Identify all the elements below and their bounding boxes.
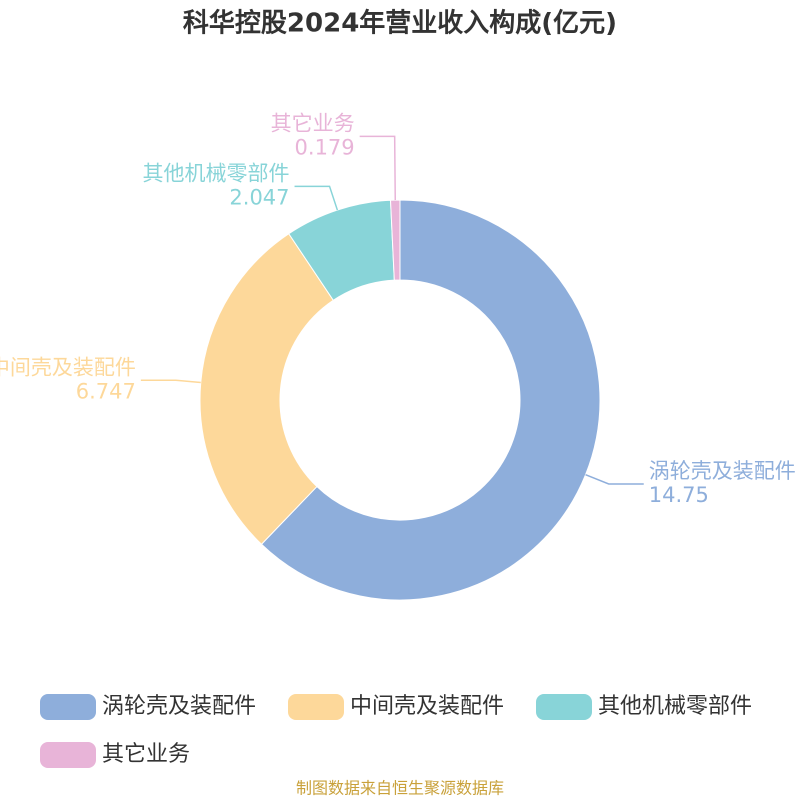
legend-swatch: [536, 694, 592, 720]
leader-line: [140, 379, 201, 384]
slice-label: 中间壳及装配件: [0, 355, 136, 379]
leader-line: [585, 473, 644, 485]
donut-slice: [389, 199, 401, 281]
legend-label: 中间壳及装配件: [350, 694, 504, 719]
legend-label: 其它业务: [102, 742, 190, 767]
leader-line: [359, 135, 397, 201]
leader-line: [294, 185, 339, 211]
donut-slice: [199, 233, 334, 545]
legend-label: 其他机械零部件: [598, 694, 752, 719]
value-label: 14.75: [649, 483, 709, 507]
legend-label: 涡轮壳及装配件: [102, 694, 256, 719]
donut-slice: [260, 199, 601, 601]
legend-swatch: [40, 742, 96, 768]
value-label: 2.047: [229, 185, 289, 209]
legend-swatch: [288, 694, 344, 720]
chart-title: 科华控股2024年营业收入构成(亿元): [183, 8, 617, 39]
slice-label: 涡轮壳及装配件: [649, 459, 796, 483]
source-note: 制图数据来自恒生聚源数据库: [296, 779, 504, 798]
legend-swatch: [40, 694, 96, 720]
slice-label: 其它业务: [271, 111, 355, 135]
value-label: 6.747: [76, 379, 136, 403]
value-label: 0.179: [295, 135, 355, 159]
slice-label: 其他机械零部件: [143, 161, 290, 185]
